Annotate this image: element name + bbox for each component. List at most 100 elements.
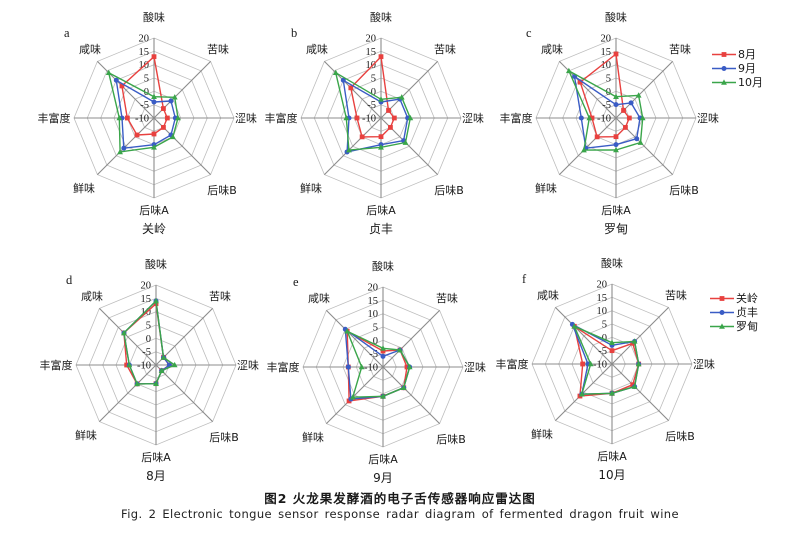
- tick-label: 20: [139, 34, 150, 45]
- data-point-marker-circle: [121, 145, 127, 151]
- data-point-marker-triangle: [171, 361, 178, 368]
- legend-swatch: [710, 310, 734, 315]
- data-point-marker-triangle: [160, 354, 167, 360]
- legend-label: 8月: [738, 48, 756, 61]
- data-point-marker-square: [348, 85, 354, 91]
- data-point-marker-triangle: [587, 360, 594, 367]
- axis-label-0: 酸味: [601, 256, 623, 270]
- tick-label: 0: [602, 333, 607, 344]
- data-point-marker-triangle: [134, 380, 141, 387]
- data-point-marker-circle: [721, 66, 727, 71]
- legend-item-region-guanling: 关岭: [710, 292, 758, 305]
- axis-label-7: 咸味: [79, 43, 101, 56]
- legend-item-month-aug: 8月: [712, 48, 763, 61]
- data-point-marker-triangle: [613, 93, 619, 99]
- panel-subtitle: 关岭: [142, 222, 166, 236]
- data-point-marker-triangle: [637, 139, 644, 145]
- axis-spoke: [99, 308, 157, 366]
- data-point-marker-square: [378, 134, 384, 140]
- tick-label: -5: [369, 349, 378, 360]
- tick-label: 15: [141, 294, 152, 305]
- panel-letter: f: [522, 272, 527, 286]
- legend-swatch: [712, 66, 736, 71]
- tick-label: -5: [367, 100, 376, 111]
- axis-label-2: 涩味: [693, 358, 715, 371]
- panel-subtitle: 8月: [146, 469, 166, 483]
- axis-label-3: 后味B: [209, 431, 239, 444]
- data-point-marker-square: [151, 131, 157, 137]
- tick-label: -10: [593, 360, 607, 371]
- axis-label-4: 后味A: [141, 451, 171, 464]
- data-point-marker-triangle: [153, 297, 159, 304]
- tick-label: 5: [602, 320, 607, 331]
- data-point-marker-triangle: [344, 328, 351, 334]
- axis-label-5: 鲜味: [300, 181, 322, 195]
- data-point-marker-square: [359, 134, 365, 140]
- tick-label: 20: [366, 34, 377, 45]
- axis-label-7: 咸味: [81, 290, 103, 303]
- axis-label-1: 苦味: [434, 43, 456, 56]
- data-point-marker-triangle: [578, 391, 585, 397]
- data-point-marker-square: [151, 54, 157, 60]
- radar-panel-c: 20 15 10 5 0 -5 -10 酸味 苦味 涩味 后味B 后味A 鲜味 丰富度 咸味 c 罗甸: [486, 0, 736, 245]
- tick-label: 10: [601, 60, 612, 71]
- axis-label-5: 鲜味: [73, 181, 95, 195]
- tick-label: 20: [601, 34, 612, 45]
- axis-spoke: [611, 363, 669, 421]
- axis-label-1: 苦味: [669, 43, 691, 56]
- axis-label-7: 咸味: [306, 43, 328, 56]
- series-marker-icon: [710, 321, 734, 332]
- legend-regions: 关岭 贞丰 罗甸: [710, 292, 758, 333]
- axis-label-3: 后味B: [669, 184, 699, 197]
- data-point-marker-triangle: [158, 367, 165, 373]
- axis-label-0: 酸味: [370, 10, 392, 24]
- legend-swatch: [710, 323, 734, 329]
- series-marker-icon: [712, 63, 736, 74]
- tick-label: 5: [371, 74, 376, 85]
- legend-item-month-oct: 10月: [712, 76, 763, 89]
- data-point-marker-triangle: [397, 346, 403, 353]
- data-point-marker-circle: [628, 100, 634, 106]
- data-point-marker-square: [626, 115, 632, 121]
- axis-label-0: 酸味: [372, 259, 394, 273]
- data-point-marker-circle: [719, 310, 725, 315]
- tick-label: 20: [141, 281, 152, 292]
- radar-panel-a: 20 15 10 5 0 -5 -10 酸味 苦味 涩味 后味B 后味A 鲜味 丰富度 咸味 a 关岭: [24, 0, 274, 245]
- axis-label-7: 咸味: [541, 43, 563, 56]
- axis-label-3: 后味B: [207, 184, 237, 197]
- tick-label: -10: [364, 363, 378, 374]
- panel-letter: b: [291, 26, 297, 40]
- axis-spoke: [326, 310, 384, 368]
- data-point-marker-circle: [113, 77, 119, 83]
- tick-label: 5: [146, 321, 151, 332]
- tick-label: 15: [601, 47, 612, 58]
- data-point-marker-triangle: [378, 144, 384, 150]
- axis-label-5: 鲜味: [302, 430, 324, 444]
- legend-label: 罗甸: [736, 320, 758, 333]
- data-point-marker-triangle: [639, 114, 646, 121]
- radar-panel-d: 20 15 10 5 0 -5 -10 酸味 苦味 涩味 后味B 后味A 鲜味 丰富度 咸味 d 8月: [26, 247, 276, 492]
- axis-label-1: 苦味: [665, 289, 687, 302]
- axis-spoke: [555, 363, 613, 421]
- axis-label-3: 后味B: [434, 184, 464, 197]
- axis-label-2: 涩味: [464, 361, 486, 374]
- panel-letter: e: [293, 275, 299, 289]
- data-point-marker-triangle: [721, 79, 727, 85]
- tick-label: 15: [139, 47, 150, 58]
- axis-spoke: [382, 366, 440, 424]
- tick-label: 5: [373, 323, 378, 334]
- axis-label-4: 后味A: [368, 453, 398, 466]
- tick-label: 15: [597, 293, 608, 304]
- data-point-marker-square: [378, 54, 384, 60]
- data-point-marker-triangle: [631, 383, 638, 389]
- data-point-marker-circle: [151, 99, 157, 105]
- legend-swatch: [712, 79, 736, 85]
- data-point-marker-triangle: [349, 394, 356, 400]
- data-point-marker-triangle: [116, 114, 123, 121]
- axis-label-2: 涩味: [237, 359, 259, 372]
